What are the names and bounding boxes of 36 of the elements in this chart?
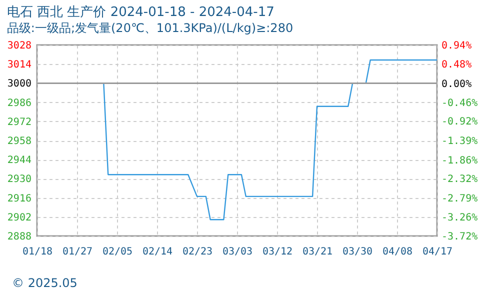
y-tick-label: 2902 [7,212,32,224]
y-tick-label: 2888 [7,232,32,242]
y2-tick-label: -3.26% [442,212,478,224]
x-tick-label: 04/17 [422,246,453,258]
x-tick-label: 03/12 [262,246,293,258]
chart-subtitle: 品级:一级品;发气量(20℃、101.3KPa)/(L/kg)≥:280 [6,21,294,35]
y2-tick-label: -0.46% [442,98,478,109]
x-tick-label: 01/27 [62,246,93,258]
y2-tick-label: 0.94% [442,40,472,52]
y-tick-label: 3028 [7,40,32,52]
y2-tick-label: -3.72% [442,232,478,242]
y-tick-label: 2930 [7,174,32,186]
y-tick-label: 2958 [7,136,32,147]
y-tick-label: 2986 [7,98,32,109]
y2-tick-label: -1.39% [442,136,478,147]
x-tick-label: 03/30 [342,246,373,258]
y2-tick-label: -1.86% [442,155,478,166]
x-tick-label: 04/08 [382,246,413,258]
x-tick-label: 02/05 [102,246,133,258]
chart-title: 电石 西北 生产价 2024-01-18 - 2024-04-17 [6,5,274,20]
text: © 2025.05 [12,276,78,290]
x-tick-label: 03/03 [222,246,253,258]
y-tick-label: 2916 [7,193,32,204]
x-tick-label: 03/21 [302,246,333,258]
x-tick-label: 01/18 [22,246,53,258]
y2-tick-label: 0.00% [442,79,472,90]
y2-tick-label: -0.92% [442,116,478,128]
x-tick-label: 02/23 [182,246,213,258]
y2-tick-label: 0.48% [442,59,472,70]
y-tick-label: 3014 [7,60,32,71]
y2-tick-label: -2.32% [442,174,478,186]
y2-tick-label: -2.79% [442,193,478,204]
x-tick-label: 02/14 [142,246,173,258]
y-tick-label: 3000 [7,78,32,90]
y-tick-label: 2944 [7,155,32,166]
y-tick-label: 2972 [7,116,32,128]
